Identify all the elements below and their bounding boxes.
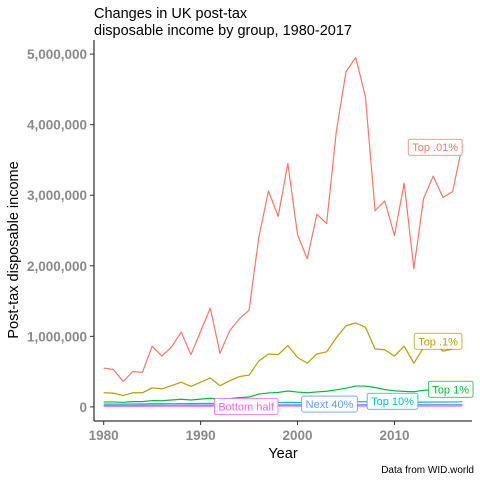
series-line-top-01	[103, 57, 463, 383]
series-label-box	[366, 392, 419, 410]
y-tick-label: 5,000,000	[27, 47, 87, 62]
series-line-top-1	[103, 322, 463, 397]
x-axis-title: Year	[268, 446, 297, 462]
series-label-next-40: Next 40%	[301, 395, 358, 413]
x-tick-label: 1990	[186, 428, 216, 443]
x-axis: 1980 1990 2000 2010	[89, 420, 472, 443]
data-source-caption: Data from WID.world	[381, 465, 474, 476]
x-tick-label: 2010	[379, 428, 409, 443]
series-label-box	[301, 395, 358, 413]
series-label-top-01: Top .01%	[407, 138, 463, 156]
y-tick-label: 1,000,000	[27, 329, 87, 344]
series-label-text: Top .1%	[418, 336, 458, 348]
series-label-text: Top 10%	[371, 396, 414, 408]
chart-title-line-2: disposable income by group, 1980-2017	[94, 23, 352, 39]
series-label-top-1: Top .1%	[413, 332, 463, 350]
series-label-bottom-half: Bottom half	[213, 398, 279, 415]
x-tick-label: 1980	[89, 428, 119, 443]
y-tick-label: 0	[79, 400, 87, 415]
plot-area: Top .01% Top .1% Top 1% Top 10% Next 40% Bott…	[103, 57, 474, 415]
series-label-top-1: Top 1%	[427, 380, 474, 398]
y-axis: 0 1,000,000 2,000,000 3,000,000 4,000,000 5,0…	[27, 40, 95, 421]
series-label-top-10: Top 10%	[366, 392, 419, 410]
y-tick-label: 3,000,000	[27, 188, 87, 203]
chart-title-line-1: Changes in UK post-tax	[94, 6, 248, 22]
series-line-top-1	[103, 385, 463, 403]
series-label-box	[213, 398, 279, 415]
series-label-text: Top .01%	[412, 142, 458, 154]
y-tick-label: 2,000,000	[27, 259, 87, 274]
series-label-text: Bottom half	[218, 402, 275, 414]
series-label-text: Top 1%	[432, 384, 469, 396]
series-label-box	[413, 332, 463, 350]
x-tick-label: 2000	[283, 428, 313, 443]
series-label-text: Next 40%	[306, 399, 354, 411]
y-axis-title: Post-tax disposable income	[6, 161, 22, 338]
series-label-box	[407, 138, 463, 156]
series-label-box	[427, 380, 474, 398]
y-tick-label: 4,000,000	[27, 118, 87, 133]
